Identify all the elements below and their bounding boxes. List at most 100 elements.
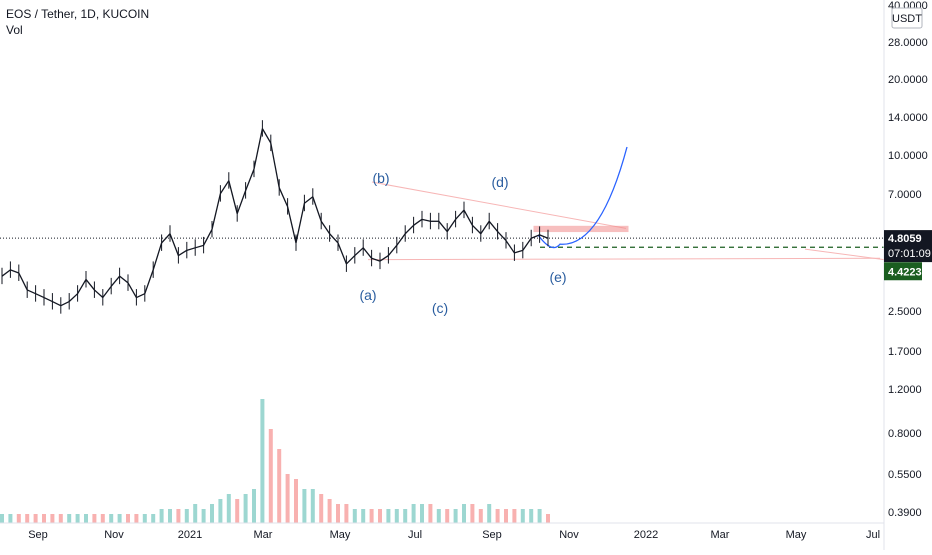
volume-bar [495, 509, 500, 523]
price-segment [362, 247, 373, 259]
volume-bar [67, 514, 72, 523]
volume-bar [277, 449, 282, 523]
price-segment [195, 244, 204, 249]
volume-bar [369, 509, 374, 523]
volume-bar [100, 514, 105, 523]
price-segment [52, 300, 62, 307]
price-segment [43, 296, 53, 303]
price-segment [161, 233, 171, 244]
volume-bar [504, 509, 508, 523]
volume-bar [201, 509, 206, 523]
price-segment [514, 249, 523, 254]
price-tick-label: 1.2000 [888, 384, 922, 396]
volume-bar [453, 509, 458, 523]
price-segment [337, 242, 348, 265]
triangle-upper-line [371, 181, 627, 229]
price-segment [497, 231, 507, 242]
price-segment [119, 275, 129, 284]
price-axis[interactable]: 40.000028.000020.000014.000010.00007.000… [883, 0, 932, 550]
volume-bar [151, 514, 156, 523]
price-tick-label: 0.3900 [888, 507, 922, 519]
support-badge [884, 262, 922, 281]
price-segment [278, 187, 289, 207]
volume-bar [16, 514, 21, 523]
volume-bar [403, 509, 408, 523]
volume-bar [142, 514, 147, 523]
price-segment [102, 285, 112, 298]
volume-bar [159, 509, 164, 523]
volume-bar [546, 514, 550, 523]
price-segment [110, 275, 121, 287]
price-segment [463, 209, 473, 226]
volume-bar [529, 509, 534, 523]
price-segment [26, 289, 36, 295]
price-segment [186, 247, 196, 251]
time-tick-label: Jul [408, 529, 422, 541]
price-segment [329, 233, 339, 244]
price-tick-label: 0.8000 [888, 428, 922, 440]
symbol-title[interactable]: EOS / Tether, 1D, KUCOIN [6, 7, 150, 21]
price-segment [345, 255, 356, 265]
price-segment [60, 300, 70, 307]
wave-label: (d) [491, 174, 508, 190]
volume-bar [436, 509, 441, 523]
volume-bars [0, 399, 550, 523]
price-segment [270, 142, 280, 188]
wave-label: (a) [359, 287, 376, 303]
volume-bar [42, 514, 46, 523]
currency-label: USDT [892, 13, 922, 25]
volume-bar [411, 504, 416, 523]
price-tick-label: 14.0000 [888, 112, 928, 124]
price-segment [178, 249, 188, 257]
price-tick-label: 28.0000 [888, 37, 928, 49]
time-tick-label: Mar [711, 529, 730, 541]
volume-bar [386, 509, 391, 523]
price-segment [286, 206, 297, 244]
volume-bar [445, 509, 450, 523]
price-segment [505, 240, 515, 254]
volume-bar [512, 509, 517, 523]
price-segment [312, 196, 322, 222]
volume-bar [84, 514, 88, 523]
volume-bar [478, 509, 483, 523]
price-segment [144, 269, 154, 294]
volume-bar [0, 514, 4, 523]
price-segment [85, 279, 95, 291]
time-tick-label: May [330, 529, 351, 541]
volume-bar [210, 504, 214, 523]
price-segment [396, 233, 406, 246]
price-segment [387, 244, 398, 256]
projection-curve [537, 146, 628, 249]
price-segment [455, 209, 465, 220]
currency-box [891, 7, 923, 29]
price-segment [127, 282, 137, 298]
last-price-badge [884, 230, 932, 263]
volume-bar [336, 504, 340, 523]
volume-indicator-label[interactable]: Vol [6, 23, 23, 37]
volume-bar [487, 504, 492, 523]
price-segment [10, 269, 20, 274]
volume-bar [75, 514, 80, 523]
price-segment [446, 218, 457, 232]
price-segment [68, 293, 79, 303]
time-tick-label: Nov [559, 529, 579, 541]
price-segment [35, 293, 45, 299]
volume-bar [537, 509, 542, 523]
price-segment [354, 247, 364, 257]
volume-bar [428, 504, 433, 523]
time-axis[interactable]: Sep Nov 2021 Mar May Jul Sep Nov 2022 Mar May Jul [0, 522, 884, 541]
wave-label: (b) [372, 170, 389, 186]
volume-bar [92, 514, 97, 523]
price-segment [421, 218, 431, 222]
volume-bar [126, 514, 130, 523]
price-segment [320, 220, 331, 235]
price-segment [480, 220, 490, 235]
wave-label: (e) [549, 269, 566, 285]
time-tick-label: Mar [254, 529, 273, 541]
price-tick-label: 1.7000 [888, 346, 922, 358]
price-segment [471, 224, 482, 235]
volume-bar [218, 499, 223, 523]
volume-bar [285, 474, 290, 523]
wave-label: (c) [432, 300, 448, 316]
